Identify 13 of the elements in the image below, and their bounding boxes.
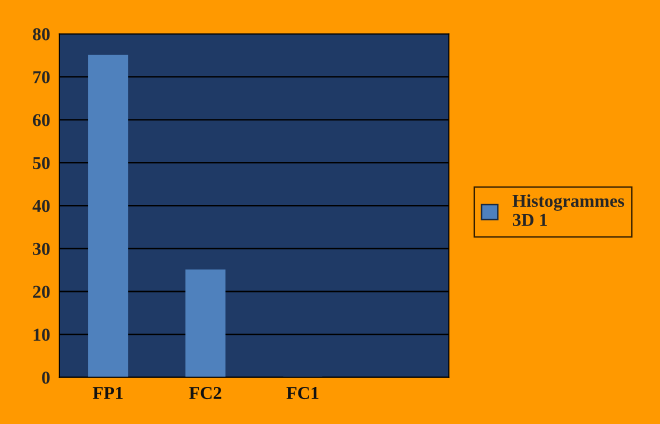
legend-label: Histogrammes 3D 1 — [512, 194, 624, 226]
y-tick-label: 80 — [32, 28, 50, 40]
y-tick-label: 20 — [33, 286, 50, 298]
x-tick-label: FP1 — [92, 386, 123, 399]
y-tick-label: 0 — [42, 372, 50, 384]
y-tick-label: 70 — [33, 71, 50, 84]
y-tick-label: 30 — [32, 242, 50, 256]
x-tick-label: FC2 — [189, 386, 222, 400]
y-tick-label: 40 — [32, 200, 50, 212]
y-tick-label: 60 — [32, 114, 50, 126]
y-tick-label: 10 — [34, 328, 50, 341]
x-tick-label: FC1 — [286, 386, 318, 400]
y-tick-label: 50 — [33, 156, 50, 170]
